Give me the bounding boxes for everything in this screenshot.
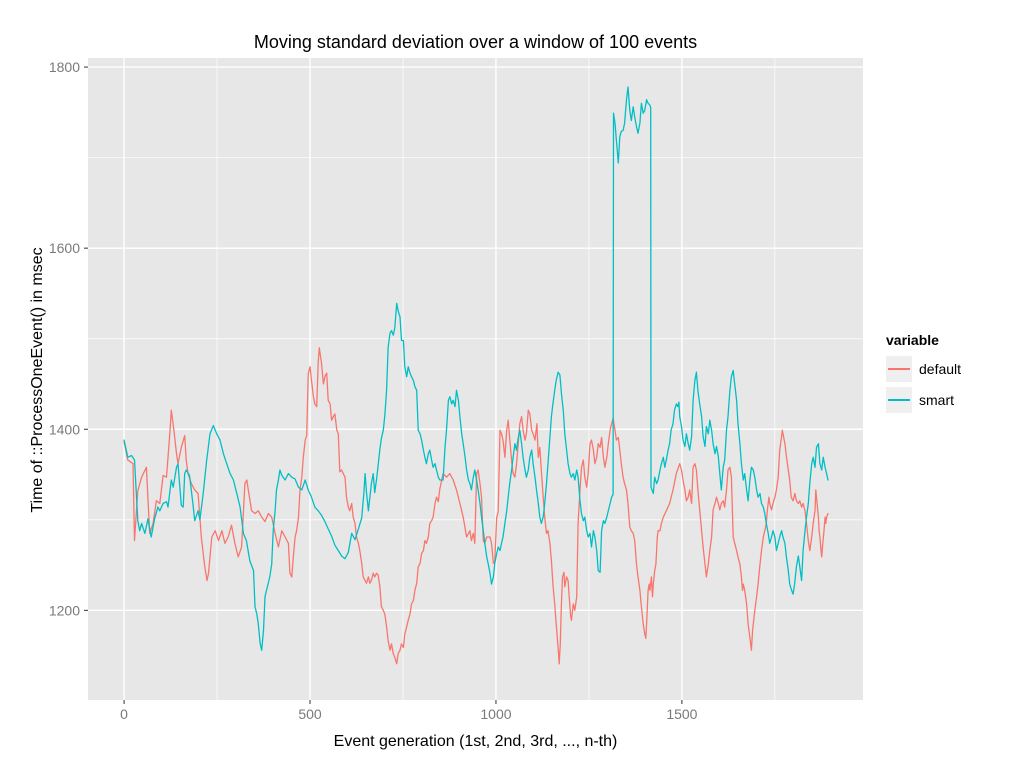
series-line-default	[123, 347, 829, 665]
legend-item-default: default	[886, 356, 961, 382]
y-tick-label: 1200	[49, 602, 80, 618]
legend-key-default	[886, 356, 912, 382]
y-tick-label: 1600	[49, 240, 80, 256]
legend-title: variable	[886, 332, 939, 348]
legend-label-smart: smart	[919, 392, 954, 408]
chart-title: Moving standard deviation over a window …	[253, 32, 698, 52]
y-axis-title: Time of ::ProcessOneEvent() in msec	[29, 247, 46, 513]
legend-key-smart	[886, 387, 912, 413]
x-tick-label: 1500	[666, 706, 697, 722]
x-tick-label: 0	[120, 706, 128, 722]
x-axis-title: Event generation (1st, 2nd, 3rd, ..., n-…	[333, 733, 618, 750]
y-tick-label: 1800	[49, 59, 80, 75]
x-tick-label: 500	[298, 706, 322, 722]
legend-item-smart: smart	[886, 387, 961, 413]
series-line-smart	[123, 86, 829, 651]
legend-label-default: default	[919, 361, 962, 377]
legend-line-swatch-smart	[888, 399, 910, 401]
x-tick-label: 1000	[480, 706, 511, 722]
legend-line-swatch-default	[888, 368, 910, 370]
y-tick-label: 1400	[49, 421, 80, 437]
legend: variable default smart	[886, 332, 961, 418]
